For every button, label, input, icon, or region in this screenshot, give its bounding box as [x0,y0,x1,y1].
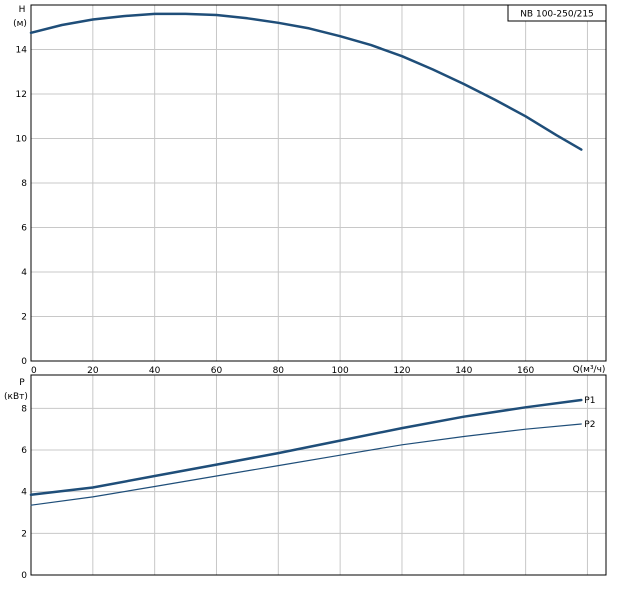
x-tick-label: 20 [87,366,99,376]
series-line-p2 [30,423,582,506]
y-tick-label: 0 [21,357,27,367]
power-panel: 0 2 4 6 8 P1 P2 [21,374,607,581]
y-tick-label: 2 [21,313,27,323]
top-y-label: H [19,5,26,15]
y-tick-label: 2 [21,529,27,539]
x-tick-label: 160 [517,366,534,376]
title-box [507,4,607,22]
x-tick-label: 80 [273,366,285,376]
x-tick-label: 60 [211,366,223,376]
bottom-y-unit: (кВт) [4,392,28,402]
x-tick-label: 0 [31,366,37,376]
y-tick-label: 8 [21,404,27,414]
y-tick-label: 14 [16,46,28,56]
y-tick-label: 6 [21,224,27,234]
y-tick-label: 8 [21,179,27,189]
y-tick-label: 10 [16,135,28,145]
y-tick-label: 12 [16,90,27,100]
series-line-head [29,12,583,151]
y-tick-label: 4 [21,488,27,498]
chart-title: NB 100-250/215 [520,10,594,20]
series-label-p2: P2 [584,420,595,430]
x-tick-label: 120 [393,366,410,376]
top-y-unit: (м) [13,19,27,29]
x-axis-label: Q(м³/ч) [573,365,606,375]
bottom-y-label: P [19,378,25,388]
series-line-p1 [29,398,583,497]
x-tick-label: 40 [149,366,161,376]
y-tick-label: 0 [21,571,27,581]
y-tick-label: 6 [21,446,27,456]
plot-frame [30,374,607,576]
x-tick-label: 140 [455,366,472,376]
series-label-p1: P1 [584,396,595,406]
x-tick-label: 100 [332,366,349,376]
plot-frame [30,4,607,362]
y-tick-label: 4 [21,268,27,278]
